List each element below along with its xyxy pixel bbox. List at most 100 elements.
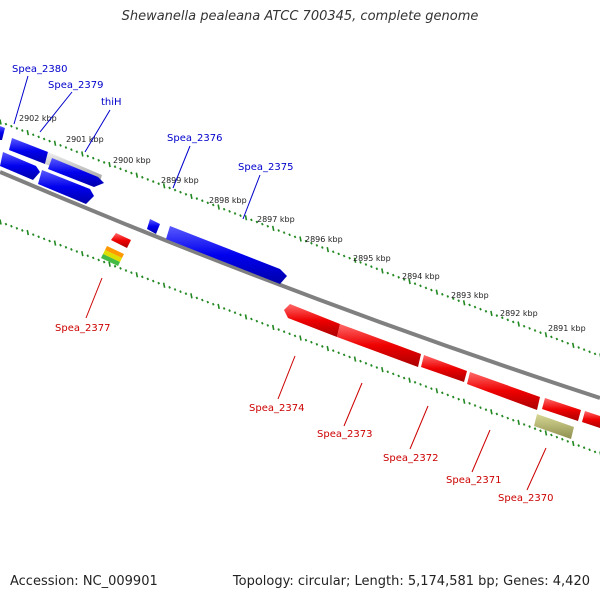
outer-tick [141,175,144,179]
inner-tick [81,250,84,257]
gene-arrow-red-e[interactable] [542,398,581,421]
gene-label[interactable]: Spea_2376 [167,133,222,144]
outer-tick [593,352,597,356]
gene-arrow-thih[interactable] [48,158,104,187]
gene-arrow-red-f[interactable] [582,411,600,428]
gene-label[interactable]: Spea_2374 [249,403,304,414]
inner-tick [130,271,133,275]
gene-arrow-left-c[interactable] [38,170,94,204]
inner-tick-row [0,219,600,456]
gene-arrow-spea-2380[interactable] [9,138,48,164]
inner-tick [239,313,242,317]
gene-label[interactable]: Spea_2377 [55,323,110,334]
outer-tick [151,180,155,183]
inner-tick [244,314,248,320]
gene-arrow-spea-2377[interactable] [111,233,131,248]
forward-genes [0,126,287,284]
outer-tick [441,292,444,296]
gene-label[interactable]: Spea_2370 [498,493,553,504]
inner-tick [348,355,351,359]
inner-tick [391,372,395,376]
outer-tick [348,256,351,260]
accession-label: Accession: NC_009901 [10,574,158,589]
inner-tick [31,233,35,237]
inner-tick [457,397,460,401]
outer-tick [48,139,51,143]
gene-arrow-spea-2375[interactable] [166,226,287,284]
gene-arrow-spea-2370[interactable] [534,414,574,439]
outer-tick [190,193,193,200]
gene-arrow-spea-2374[interactable] [284,304,340,337]
inner-tick [337,351,340,355]
inner-tick [4,222,8,226]
inner-tick [64,245,68,249]
inner-tick [315,342,319,346]
outer-tick [402,278,406,281]
gene-label[interactable]: Spea_2371 [446,475,501,486]
inner-tick [528,425,531,428]
inner-tick [495,412,499,416]
inner-tick [299,335,302,341]
gene-label[interactable]: Spea_2372 [383,453,438,464]
genome-backbone [0,170,600,400]
gene-arrow-left-b[interactable] [0,152,40,180]
gene-arrow-spea-2376[interactable] [147,219,160,234]
gene-label[interactable]: Spea_2373 [317,429,372,440]
outer-tick [582,348,586,352]
inner-tick [539,429,542,433]
gene-label[interactable]: Spea_2375 [238,162,293,173]
outer-tick [544,332,548,338]
inner-tick [75,250,79,253]
inner-tick [0,219,2,225]
inner-tick [397,374,400,378]
inner-tick [293,334,297,338]
outer-tick [446,295,450,298]
inner-tick [506,416,510,420]
outer-tick [457,299,460,303]
inner-tick [386,370,390,374]
gene-arrow-left-a[interactable] [0,126,5,140]
gene-arrow-spea-2372[interactable] [421,355,467,382]
inner-tick [501,414,504,418]
inner-tick [277,328,280,331]
inner-tick [141,275,144,279]
inner-tick [544,430,548,436]
inner-tick [381,366,384,373]
inner-tick [353,356,357,362]
outer-tick [539,331,542,335]
outer-tick [451,297,455,300]
leader-line [526,447,547,491]
inner-tick [48,239,51,243]
outer-tick [310,241,313,245]
outer-tick [566,341,570,345]
tick-label: 2897 kbp [257,215,295,224]
gene-label[interactable]: thiH [101,97,122,108]
inner-tick [97,258,100,262]
tick-label: 2899 kbp [161,176,199,185]
gene-arrow-spea-2373[interactable] [337,324,421,367]
inner-tick [550,433,553,437]
outer-tick [91,156,95,160]
inner-tick [582,446,586,450]
outer-tick [179,190,182,194]
inner-tick [53,240,57,246]
outer-tick [31,133,35,137]
inner-tick [588,448,591,452]
inner-tick [370,364,373,367]
outer-tick [135,172,139,178]
outer-tick [288,233,291,237]
outer-tick [419,284,422,288]
inner-tick [342,353,346,357]
gene-label[interactable]: Spea_2380 [12,64,67,75]
gene-label[interactable]: Spea_2379 [48,80,103,91]
outer-tick [533,329,537,332]
outer-tick [59,143,62,147]
tick-label: 2892 kbp [500,309,538,318]
inner-tick [326,345,330,352]
gene-arrow-spea-2371[interactable] [467,372,540,410]
inner-tick [195,296,199,300]
gene-segment-yellow [103,250,122,262]
outer-tick [501,316,504,320]
inner-tick [266,323,270,327]
inner-tick [402,376,406,380]
